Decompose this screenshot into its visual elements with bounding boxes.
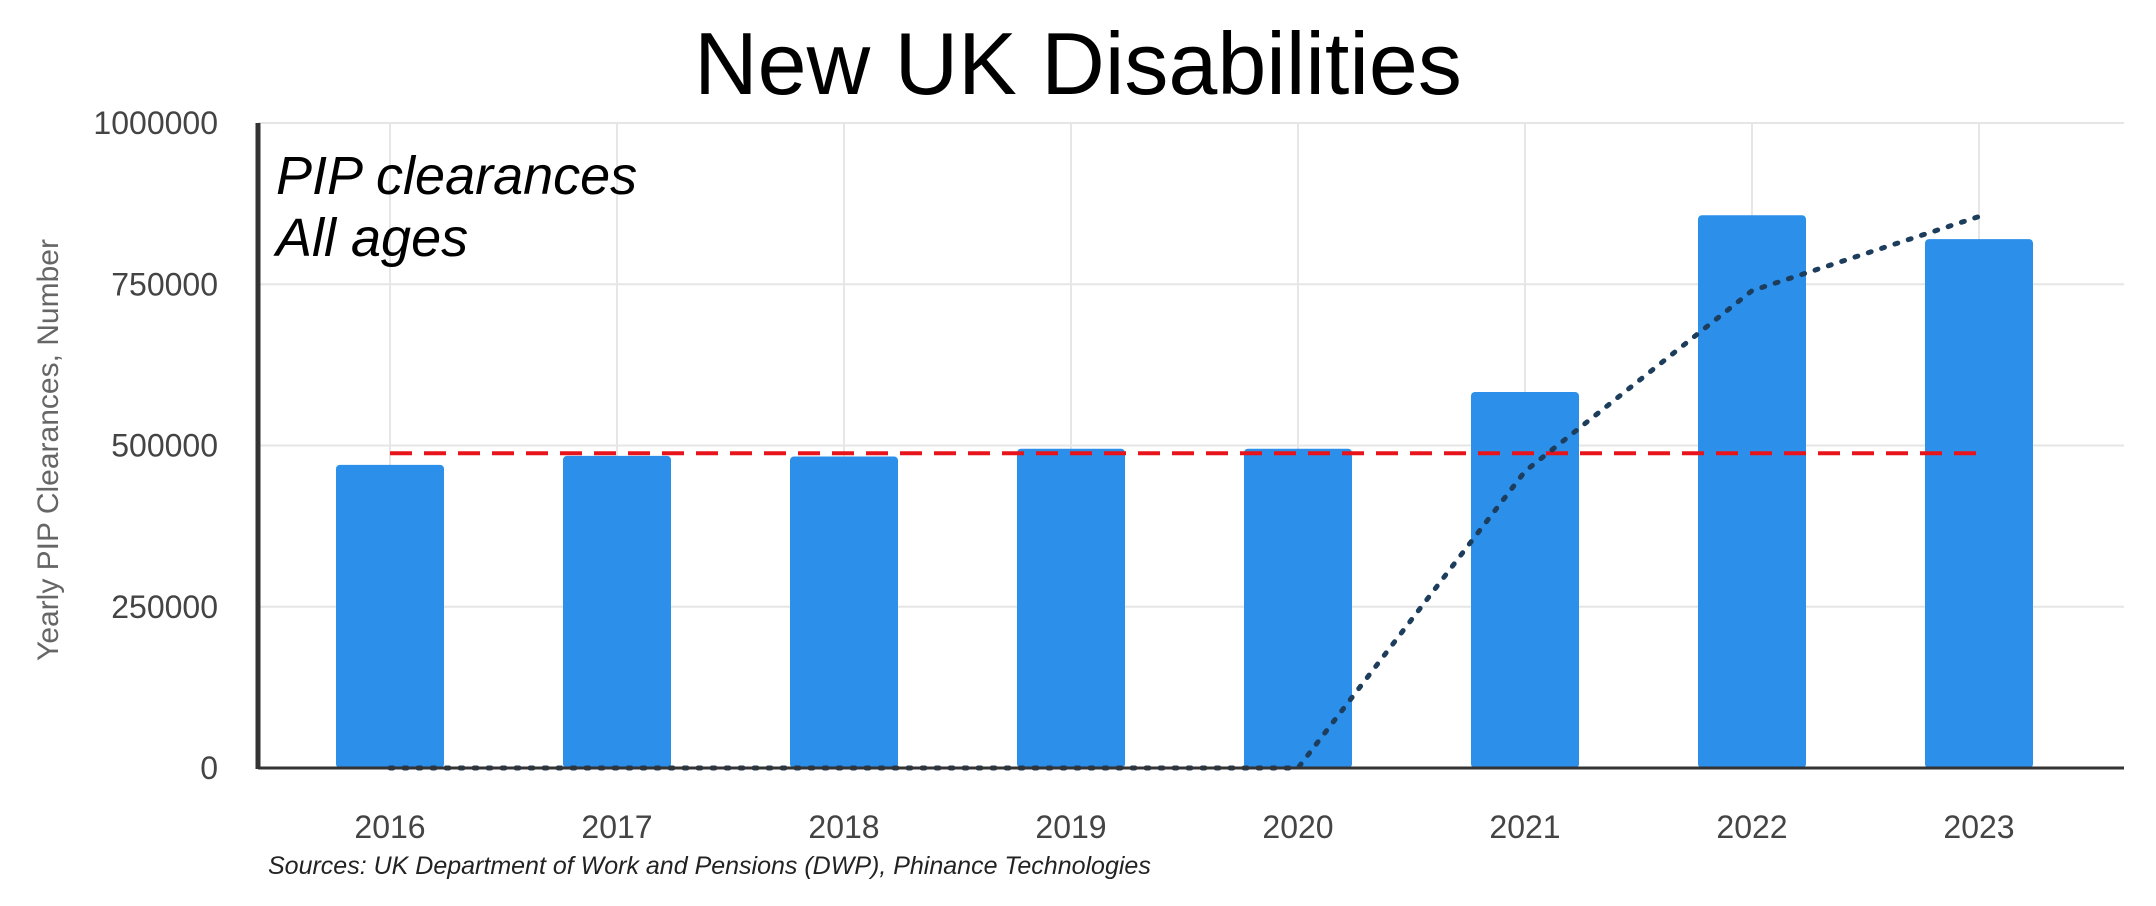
x-tick-label: 2022	[1716, 809, 1787, 845]
bar-2016	[336, 464, 444, 768]
annotation-line-1: PIP clearances	[276, 146, 637, 206]
y-tick-label: 0	[200, 750, 218, 786]
x-tick-label: 2023	[1943, 809, 2014, 845]
bar-2022	[1698, 215, 1806, 769]
x-tick-label: 2016	[354, 809, 425, 845]
y-tick-label: 500000	[111, 428, 218, 464]
x-tick-label: 2021	[1489, 809, 1560, 845]
grid-lines	[258, 122, 2124, 769]
axes	[255, 123, 2124, 770]
bar-2018	[790, 456, 898, 768]
bar-2021	[1471, 391, 1579, 768]
y-tick-label: 1000000	[93, 105, 218, 141]
x-tick-label: 2019	[1035, 809, 1106, 845]
bar-2017	[563, 455, 671, 768]
y-tick-label: 250000	[111, 589, 218, 625]
source-note: Sources: UK Department of Work and Pensi…	[268, 852, 1151, 880]
x-tick-labels: 2016 2017 2018 2019 2020 2021 2022 2023	[354, 809, 2014, 845]
y-tick-label: 750000	[111, 266, 218, 302]
bars	[336, 215, 2033, 769]
y-tick-labels: 0 250000 500000 750000 1000000	[93, 105, 218, 786]
y-axis-label: Yearly PIP Clearances, Number	[32, 239, 65, 661]
chart-title: New UK Disabilities	[694, 14, 1462, 113]
x-tick-label: 2018	[808, 809, 879, 845]
annotation-line-2: All ages	[273, 208, 468, 268]
bar-2019	[1017, 448, 1125, 768]
x-tick-label: 2020	[1262, 809, 1333, 845]
bar-2020	[1244, 448, 1352, 768]
bar-2023	[1925, 239, 2033, 769]
x-tick-label: 2017	[581, 809, 652, 845]
